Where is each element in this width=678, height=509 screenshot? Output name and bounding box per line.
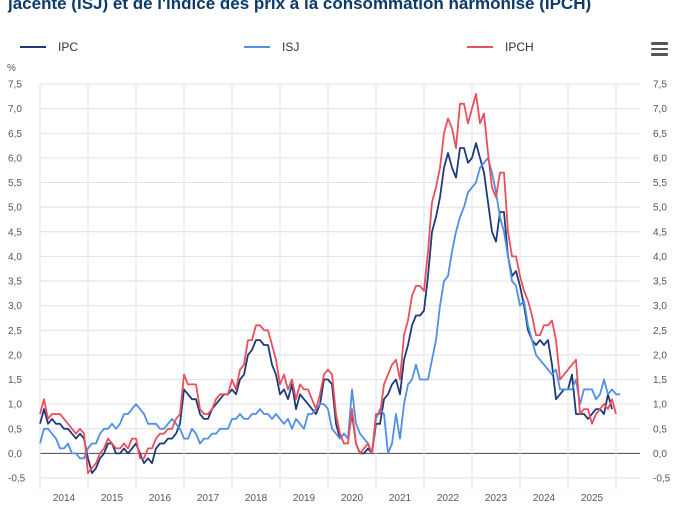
y-tick-label-left: -0,5: [8, 474, 26, 485]
x-tick-label: 2020: [341, 493, 364, 504]
legend-item-isj[interactable]: ISJ: [244, 40, 299, 54]
y-tick-label-right: 3,0: [653, 301, 667, 312]
y-tick-label-right: 1,5: [653, 375, 667, 386]
y-tick-label-left: 6,5: [8, 129, 22, 140]
y-tick-label-right: 6,0: [653, 153, 667, 164]
legend-swatch-ipch: [467, 46, 493, 48]
y-tick-label-right: -0,5: [653, 474, 671, 485]
y-tick-label-left: 1,5: [8, 375, 22, 386]
legend-label-ipch: IPCH: [505, 40, 534, 54]
legend-label-isj: ISJ: [282, 40, 300, 54]
y-tick-label-left: 7,5: [8, 80, 22, 91]
x-tick-label: 2016: [149, 493, 172, 504]
y-tick-label-left: 7,0: [8, 104, 22, 115]
legend-label-ipc: IPC: [58, 40, 79, 54]
y-tick-label-left: 5,0: [8, 203, 22, 214]
y-tick-label-right: 7,5: [653, 80, 667, 91]
menu-bar: [651, 42, 668, 45]
y-axis-unit: %: [7, 63, 16, 74]
y-tick-label-left: 3,0: [8, 301, 22, 312]
legend-swatch-ipc: [20, 46, 46, 48]
x-tick-label: 2019: [293, 493, 316, 504]
x-tick-label: 2018: [245, 493, 268, 504]
y-tick-label-left: 6,0: [8, 153, 22, 164]
y-tick-label-right: 3,5: [653, 277, 667, 288]
hamburger-menu-icon[interactable]: [651, 42, 668, 56]
legend-item-ipc[interactable]: IPC: [20, 40, 78, 54]
y-tick-label-left: 5,5: [8, 178, 22, 189]
y-tick-label-left: 0,0: [8, 449, 22, 460]
y-tick-label-right: 1,0: [653, 400, 667, 411]
x-tick-label: 2022: [437, 493, 460, 504]
x-tick-label: 2015: [101, 493, 124, 504]
y-tick-label-right: 5,0: [653, 203, 667, 214]
y-tick-label-left: 2,0: [8, 350, 22, 361]
legend-swatch-isj: [244, 46, 270, 48]
y-tick-label-left: 2,5: [8, 326, 22, 337]
y-tick-label-right: 2,5: [653, 326, 667, 337]
y-tick-label-right: 0,0: [653, 449, 667, 460]
y-tick-label-right: 7,0: [653, 104, 667, 115]
y-tick-label-right: 4,5: [653, 227, 667, 238]
menu-bar: [651, 53, 668, 56]
y-tick-label-right: 0,5: [653, 424, 667, 435]
y-tick-label-right: 4,0: [653, 252, 667, 263]
x-tick-label: 2014: [53, 493, 76, 504]
x-tick-label: 2024: [533, 493, 556, 504]
x-tick-label: 2021: [389, 493, 412, 504]
legend-item-ipch[interactable]: IPCH: [467, 40, 534, 54]
menu-bar: [651, 47, 668, 50]
series-line-isj: [39, 156, 620, 460]
y-tick-label-left: 1,0: [8, 400, 22, 411]
x-tick-label: 2023: [485, 493, 508, 504]
x-tick-label: 2025: [581, 493, 604, 504]
y-tick-label-right: 5,5: [653, 178, 667, 189]
y-tick-label-left: 0,5: [8, 424, 22, 435]
x-tick-label: 2017: [197, 493, 220, 504]
y-tick-label-right: 6,5: [653, 129, 667, 140]
series-line-ipc: [39, 142, 613, 475]
chart-title: jacente (ISJ) et de l'indice des prix à …: [8, 0, 592, 13]
y-tick-label-left: 4,5: [8, 227, 22, 238]
series-line-ipch: [39, 93, 617, 475]
y-tick-label-right: 2,0: [653, 350, 667, 361]
y-tick-label-left: 3,5: [8, 277, 22, 288]
y-tick-label-left: 4,0: [8, 252, 22, 263]
